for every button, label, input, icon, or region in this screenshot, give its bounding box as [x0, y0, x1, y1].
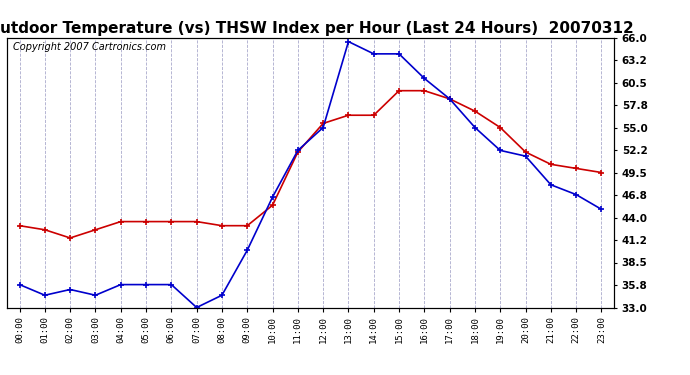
Title: Outdoor Temperature (vs) THSW Index per Hour (Last 24 Hours)  20070312: Outdoor Temperature (vs) THSW Index per …	[0, 21, 634, 36]
Text: Copyright 2007 Cartronics.com: Copyright 2007 Cartronics.com	[13, 42, 166, 51]
